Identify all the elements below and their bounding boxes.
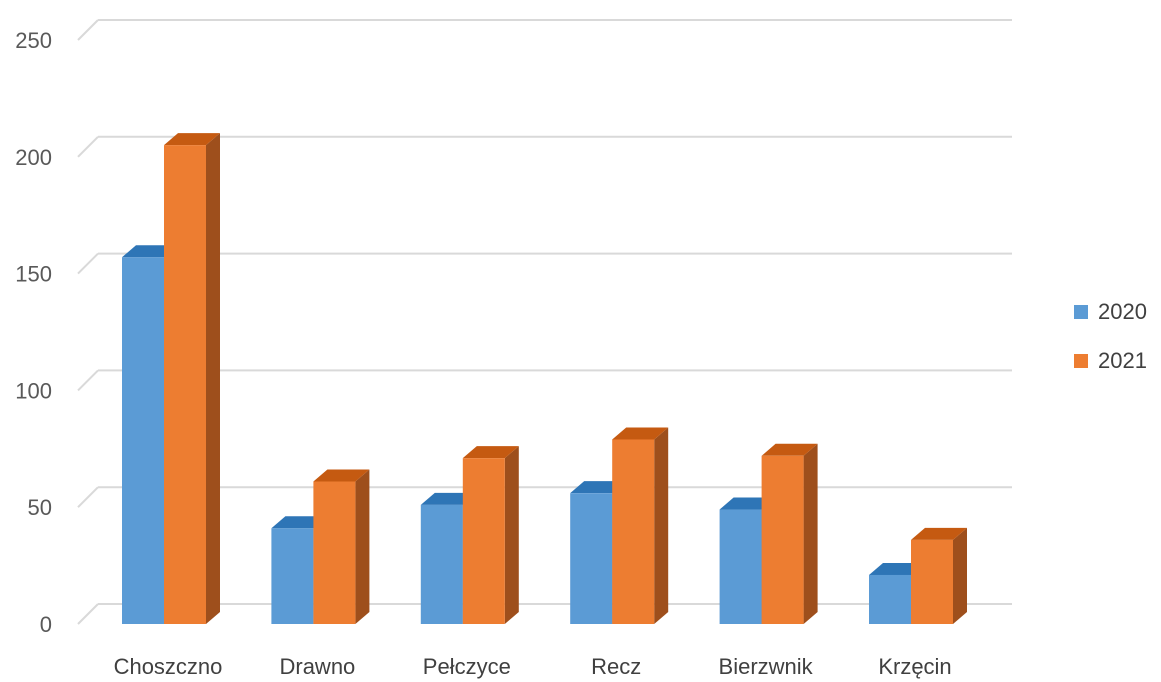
bar-top-drawno-2021	[313, 469, 370, 482]
bar-recz-2021	[612, 439, 655, 624]
bar-pełczyce-2020	[420, 504, 463, 624]
bar-choszczno-2021	[164, 145, 206, 624]
x-tick-label-bierzwnik: Bierzwnik	[719, 654, 814, 679]
x-tick-label-pełczyce: Pełczyce	[423, 654, 511, 679]
bar-bierzwnik-2021	[761, 455, 804, 624]
y-tick-label-200: 200	[15, 145, 52, 170]
bar-top-recz-2021	[612, 427, 669, 440]
bar-bierzwnik-2020	[719, 509, 762, 624]
bar-choszczno-2020	[122, 257, 164, 624]
legend-label-2021: 2021	[1098, 348, 1147, 373]
bar-drawno-2020	[271, 528, 314, 624]
bar-recz-2020	[570, 493, 613, 624]
gridline-diagonal-250	[77, 19, 99, 41]
x-tick-label-recz: Recz	[591, 654, 641, 679]
legend-item-2021: 2021	[1074, 348, 1147, 373]
legend-item-2020: 2020	[1074, 299, 1147, 324]
bar-top-pełczyce-2021	[462, 446, 519, 459]
bar-top-krzęcin-2021	[911, 527, 967, 540]
bars	[122, 133, 967, 625]
bar-side-bierzwnik-2021	[803, 443, 818, 624]
gridline-diagonal-0	[77, 603, 99, 625]
bar-krzęcin-2020	[869, 574, 911, 624]
y-tick-label-150: 150	[15, 262, 52, 287]
bar-top-choszczno-2021	[164, 133, 220, 146]
bar-side-drawno-2021	[355, 469, 370, 624]
gridlines	[77, 19, 1012, 625]
x-axis-category-labels: Choszczno Drawno Pełczyce Recz Bierzwnik Krzę…	[114, 654, 952, 679]
gridline-diagonal-200	[77, 136, 99, 158]
y-tick-label-50: 50	[28, 495, 52, 520]
y-tick-label-0: 0	[40, 612, 52, 637]
x-tick-label-krzęcin: Krzęcin	[878, 654, 951, 679]
bar-drawno-2021	[313, 481, 356, 624]
bar-side-pełczyce-2021	[504, 446, 519, 624]
gridline-diagonal-100	[77, 369, 99, 392]
gridline-diagonal-50	[77, 486, 99, 508]
x-tick-label-choszczno: Choszczno	[114, 654, 223, 679]
legend-swatch-2020	[1074, 305, 1088, 319]
bar-pełczyce-2021	[462, 458, 505, 624]
bar-side-recz-2021	[654, 427, 669, 624]
legend-label-2020: 2020	[1098, 299, 1147, 324]
y-tick-label-100: 100	[15, 378, 52, 403]
y-tick-label-250: 250	[15, 28, 52, 53]
bar-krzęcin-2021	[911, 539, 953, 624]
legend: 2020 2021	[1074, 299, 1147, 398]
legend-swatch-2021	[1074, 354, 1088, 368]
bar-side-krzęcin-2021	[953, 527, 967, 624]
bar-side-choszczno-2021	[206, 133, 220, 624]
x-tick-label-drawno: Drawno	[279, 654, 355, 679]
gridline-diagonal-150	[77, 252, 99, 275]
y-axis-tick-labels: 0 50 100 150 200 250	[15, 28, 52, 637]
bar-top-bierzwnik-2021	[761, 443, 818, 456]
